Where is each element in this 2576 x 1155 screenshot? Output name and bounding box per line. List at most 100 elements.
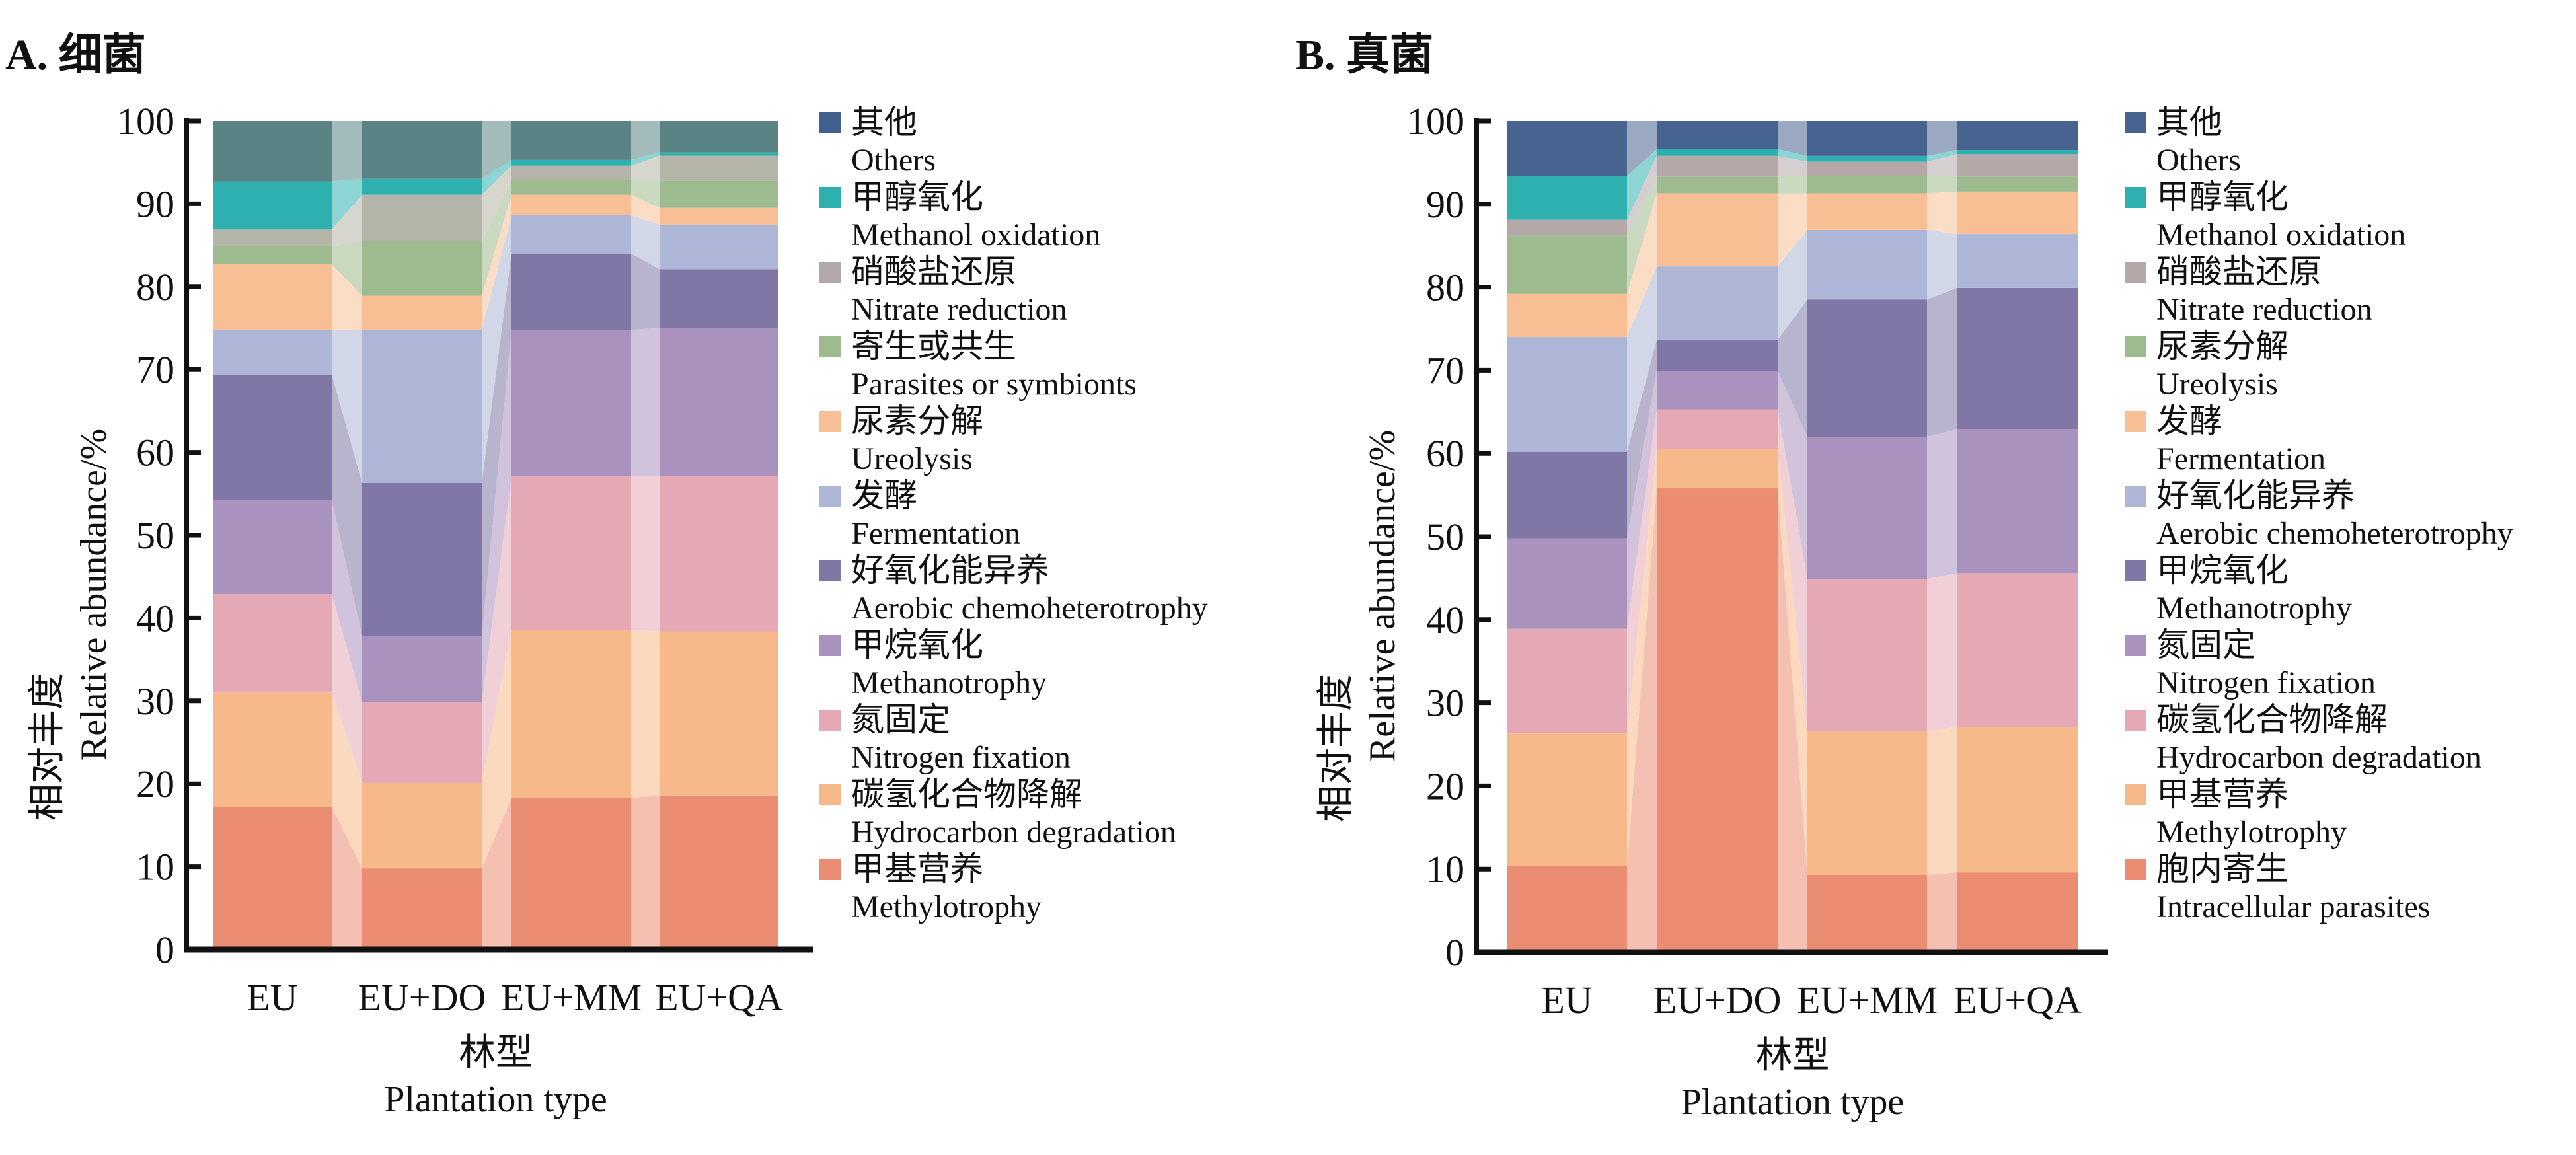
legend-swatch — [2125, 859, 2146, 880]
bar-segment — [1807, 299, 1927, 437]
bar-segment — [1507, 628, 1627, 734]
y-tick-label: 80 — [1426, 266, 1464, 309]
flow-connector — [1927, 287, 1957, 437]
flow-connector — [482, 194, 511, 330]
bar-segment — [660, 152, 778, 156]
bar-segment — [1507, 219, 1627, 236]
bar-segment — [660, 795, 778, 950]
x-tick-label: EU+QA — [655, 976, 783, 1019]
legend-swatch — [819, 784, 841, 805]
y-tick-label: 30 — [1426, 682, 1464, 725]
bar-segment — [213, 229, 332, 246]
legend-swatch — [819, 859, 841, 880]
bar-segment — [1807, 579, 1927, 732]
flow-connector — [1778, 229, 1807, 340]
legend-label-en: Nitrogen fixation — [2156, 665, 2376, 700]
flow-connector — [1927, 121, 1957, 156]
flow-connector — [1778, 121, 1807, 156]
bar-segment — [511, 121, 631, 160]
bar-segment — [362, 868, 482, 950]
bar-segment — [1957, 176, 2078, 192]
flow-connector — [1627, 488, 1657, 952]
bar-segment — [1657, 193, 1778, 267]
flow-connector — [1927, 154, 1957, 177]
flow-connector — [1627, 121, 1657, 176]
x-axis-title-en: Plantation type — [384, 1079, 607, 1120]
bar-segment — [1807, 161, 1927, 176]
flow-connector — [1627, 155, 1657, 236]
bar-segment — [1957, 150, 2078, 155]
flow-connector — [482, 253, 511, 636]
bar-segment — [1807, 731, 1927, 876]
legend-label-cn: 寄生或共生 — [851, 328, 1016, 365]
bar-segment — [660, 224, 778, 270]
legend-swatch — [819, 486, 841, 507]
flow-connector — [1627, 339, 1657, 539]
legend-label-cn: 甲基营养 — [851, 850, 983, 887]
y-tick-label: 60 — [1426, 432, 1464, 475]
x-tick-label: EU+DO — [358, 976, 486, 1019]
y-tick-label: 60 — [136, 431, 174, 474]
y-tick-label: 0 — [155, 928, 174, 971]
bar-segment — [1957, 287, 2078, 429]
legend-label-cn: 甲基营养 — [2156, 776, 2289, 813]
panel-title: B. 真菌 — [1295, 31, 1433, 79]
bar-segment — [660, 180, 778, 208]
bar-segment — [511, 253, 631, 330]
legend-label-cn: 硝酸盐还原 — [851, 253, 1016, 290]
legend-label-en: Methanotrophy — [2156, 591, 2352, 626]
bar-segment — [213, 181, 332, 230]
bar-segment — [1507, 451, 1627, 539]
flow-connector — [1627, 176, 1657, 294]
legend-label-en: Nitrate reduction — [851, 292, 1067, 327]
legend-swatch — [2125, 635, 2146, 656]
flow-connector — [482, 476, 511, 783]
y-tick-label: 70 — [1426, 349, 1464, 392]
flow-connector — [1778, 176, 1807, 194]
legend-label-en: Others — [2156, 143, 2241, 178]
bar-segment — [1507, 866, 1627, 952]
bar-segment — [1807, 193, 1927, 230]
y-tick-label: 80 — [136, 266, 174, 309]
bar-segment — [362, 702, 482, 783]
flow-connector — [1927, 727, 1957, 876]
flow-connector — [1778, 155, 1807, 177]
legend-swatch — [819, 336, 841, 357]
legend-label-cn: 甲烷氧化 — [2156, 552, 2289, 589]
bar-segment — [1657, 121, 1778, 149]
legend-swatch — [819, 560, 841, 581]
y-tick-label: 0 — [1445, 931, 1464, 974]
flow-connector — [332, 264, 362, 330]
legend-label-en: Methanotrophy — [851, 665, 1047, 700]
legend-swatch — [819, 112, 841, 133]
flow-connector — [631, 629, 660, 798]
flow-connector — [631, 155, 660, 181]
chart-panel-a: A. 细菌 0 10 20 30 40 50 60 70 80 90 100 EU EU+DO EU+MM E… — [5, 31, 1208, 1120]
bar-segment — [1957, 872, 2078, 952]
bar-segment — [660, 328, 778, 476]
bar-segment — [511, 629, 631, 798]
flow-connector — [482, 121, 511, 179]
legend-label-cn: 发酵 — [851, 477, 917, 514]
bar-segment — [1657, 155, 1778, 177]
bar-segment — [213, 374, 332, 500]
bar-segment — [1957, 154, 2078, 177]
legend-label-cn: 氮固定 — [2156, 626, 2255, 663]
x-tick-label: EU+MM — [501, 976, 642, 1019]
legend-swatch — [2125, 486, 2146, 507]
bar-segment — [1657, 176, 1778, 194]
legend-label-en: Hydrocarbon degradation — [2156, 740, 2481, 775]
legend-swatch — [819, 635, 841, 656]
bar-segment — [1507, 337, 1627, 452]
legend-swatch — [819, 262, 841, 283]
flow-connector — [631, 253, 660, 330]
y-axis-title-cn: 相对丰度 — [1316, 674, 1357, 822]
legend-label-cn: 好氧化能异养 — [851, 552, 1049, 589]
